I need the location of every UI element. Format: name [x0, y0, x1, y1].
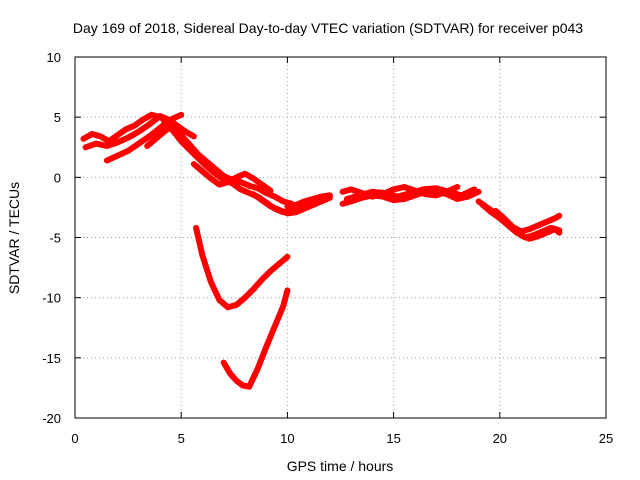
series-track-6: [190, 161, 274, 194]
series-track-7: [250, 191, 333, 217]
series-track-2: [82, 113, 197, 151]
y-axis-label: SDTVAR / TECUs: [6, 182, 22, 294]
y-tick-label: -5: [49, 231, 61, 246]
y-tick-label: 5: [54, 110, 61, 125]
series-track-15: [193, 224, 291, 311]
x-tick-label: 15: [386, 431, 400, 446]
series-track-8: [284, 192, 333, 210]
y-tick-label: 10: [47, 50, 61, 65]
series-track-16: [220, 287, 291, 390]
chart-title: Day 169 of 2018, Sidereal Day-to-day VTE…: [73, 20, 583, 36]
x-tick-label: 5: [178, 431, 185, 446]
axis-ticks: [74, 56, 607, 419]
tick-labels: 0 5 10 15 20 25 10 5 0 -5 -10 -15 -20: [42, 50, 613, 446]
x-axis-label: GPS time / hours: [287, 458, 394, 474]
series-track-3: [103, 111, 185, 164]
x-tick-label: 25: [599, 431, 613, 446]
y-tick-label: 0: [54, 170, 61, 185]
x-tick-label: 0: [71, 431, 78, 446]
y-tick-label: -20: [42, 411, 61, 426]
x-tick-label: 10: [280, 431, 294, 446]
y-tick-label: -10: [42, 291, 61, 306]
x-tick-label: 20: [493, 431, 507, 446]
series-group: [80, 111, 563, 390]
y-tick-label: -15: [42, 351, 61, 366]
series-track-14: [492, 208, 563, 242]
series-track-11: [343, 185, 478, 202]
